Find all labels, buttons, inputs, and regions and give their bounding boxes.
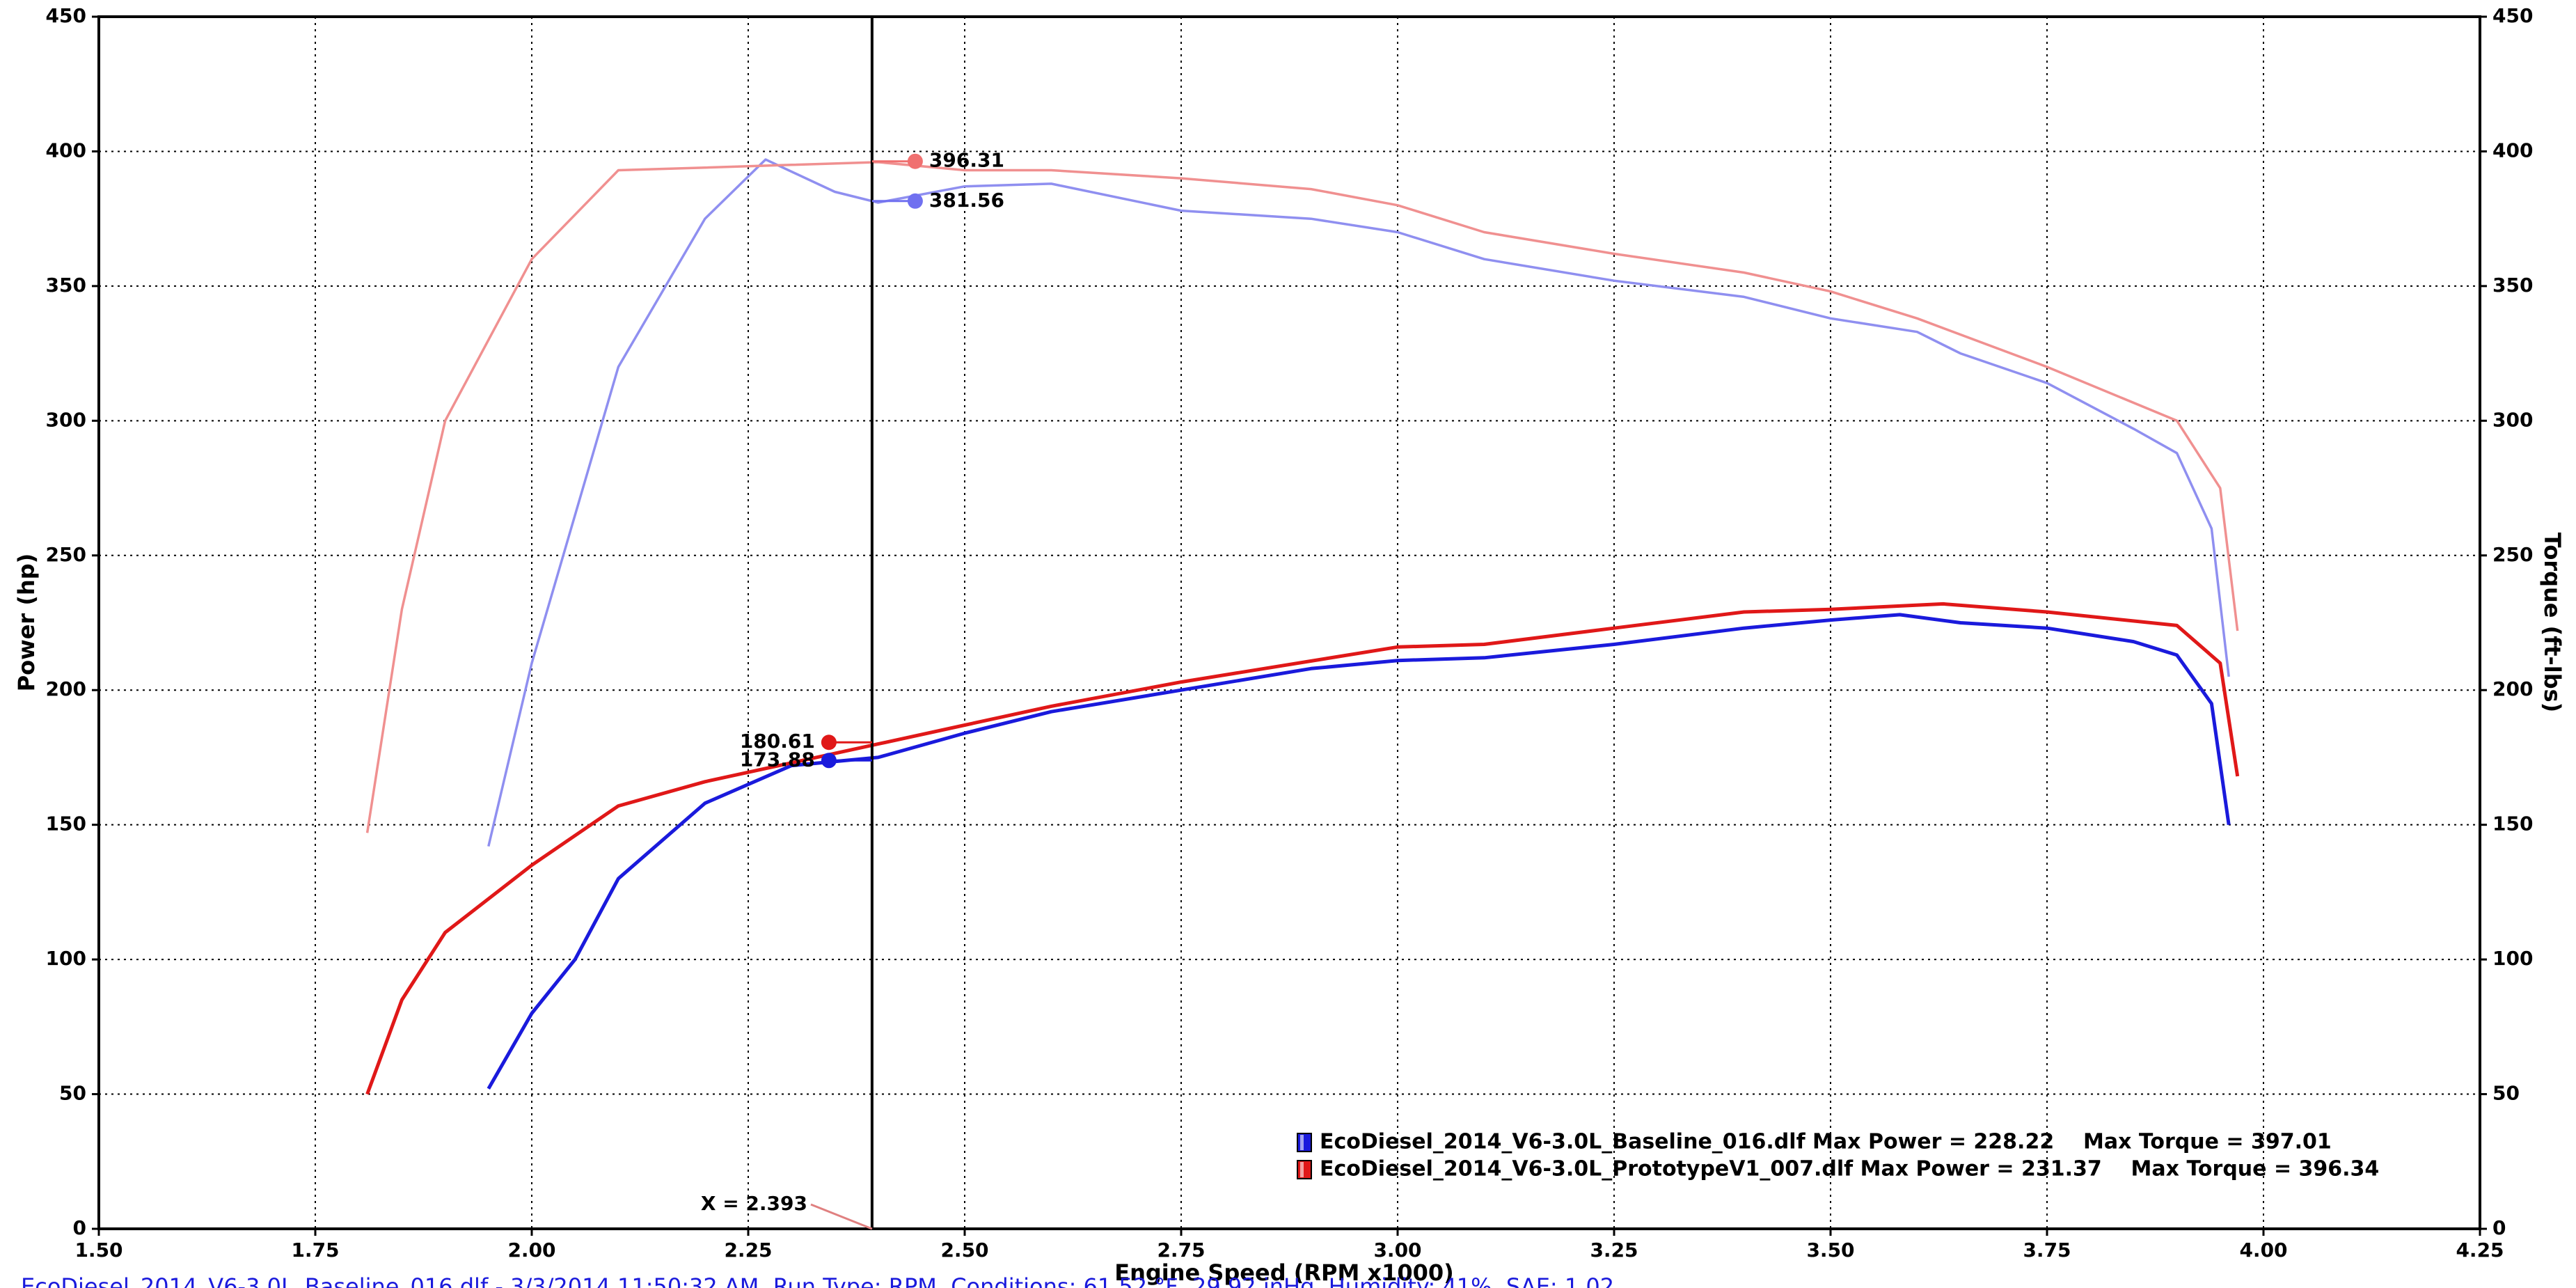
y-tick-label: 250 [46, 543, 86, 566]
x-tick-label: 4.00 [2239, 1239, 2287, 1262]
y-tick-label: 300 [46, 408, 86, 431]
x-tick-label: 2.00 [507, 1239, 555, 1262]
y-tick-label: 400 [46, 139, 86, 162]
x-tick-label: 3.25 [1590, 1239, 1638, 1262]
readout-dot [821, 753, 837, 769]
x-tick-label: 3.00 [1373, 1239, 1421, 1262]
readout-dot [907, 193, 923, 209]
x-tick-label: 1.75 [291, 1239, 339, 1262]
y2-tick-label: 400 [2492, 139, 2533, 162]
legend-swatch [1297, 1160, 1312, 1179]
y2-tick-label: 150 [2492, 812, 2533, 835]
y2-tick-label: 350 [2492, 274, 2533, 297]
y2-axis-title: Torque (ft-lbs) [2539, 533, 2566, 713]
y-tick-label: 0 [73, 1216, 86, 1239]
series-line [365, 602, 2240, 1095]
x-tick-label: 2.25 [724, 1239, 772, 1262]
y-tick-label: 150 [46, 812, 86, 835]
x-tick-label: 3.50 [1806, 1239, 1854, 1262]
y2-tick-label: 250 [2492, 543, 2533, 566]
y-tick-label: 450 [46, 4, 86, 27]
readout-dot [907, 153, 923, 169]
cursor-pointer [810, 1203, 873, 1230]
legend-swatch [1297, 1133, 1312, 1152]
x-tick-label: 4.25 [2456, 1239, 2504, 1262]
y-axis-title: Power (hp) [13, 553, 40, 692]
y2-tick-label: 0 [2492, 1216, 2506, 1239]
x-axis-title: Engine Speed (RPM x1000) [1114, 1259, 1454, 1286]
legend-swatch-shine [1300, 1135, 1304, 1150]
plot-frame [97, 15, 2481, 1230]
y2-tick-label: 450 [2492, 4, 2533, 27]
legend-swatch-shine [1300, 1162, 1304, 1177]
x-tick-label: 3.75 [2023, 1239, 2071, 1262]
y-tick-label: 200 [46, 677, 86, 700]
x-tick-label: 1.50 [74, 1239, 123, 1262]
legend-label: EcoDiesel_2014_V6-3.0L_Baseline_016.dlf … [1320, 1130, 2332, 1154]
readout-label: 180.61 [740, 730, 815, 753]
footer: EcoDiesel_2014_V6-3.0L_Baseline_016.dlf … [21, 1273, 1614, 1288]
cursor-label: X = 2.393 [701, 1192, 807, 1215]
x-tick-label: 2.50 [940, 1239, 988, 1262]
series-line [365, 161, 2239, 833]
y-tick-label: 100 [46, 947, 86, 970]
readout-label: 396.31 [929, 149, 1004, 172]
y2-tick-label: 200 [2492, 677, 2533, 700]
y-tick-label: 350 [46, 274, 86, 297]
series-line [487, 613, 2231, 1090]
y-tick-label: 50 [59, 1082, 86, 1105]
readout-label: 173.88 [740, 748, 815, 771]
y2-tick-label: 100 [2492, 947, 2533, 970]
series-line [487, 158, 2230, 847]
readout-dot [821, 735, 837, 751]
readout-label: 381.56 [929, 189, 1004, 212]
y2-tick-label: 50 [2492, 1082, 2520, 1105]
y2-tick-label: 300 [2492, 408, 2533, 431]
legend-label: EcoDiesel_2014_V6-3.0L_PrototypeV1_007.d… [1320, 1157, 2379, 1181]
x-tick-label: 2.75 [1157, 1239, 1205, 1262]
